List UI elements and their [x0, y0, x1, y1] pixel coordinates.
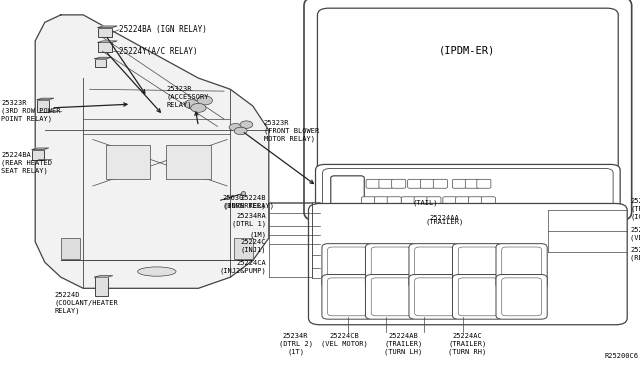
Polygon shape [35, 15, 269, 288]
Bar [234, 238, 253, 259]
Polygon shape [98, 26, 117, 28]
FancyBboxPatch shape [427, 197, 441, 206]
FancyBboxPatch shape [481, 197, 495, 206]
Polygon shape [37, 98, 54, 100]
Text: 25224B
(INVERTER): 25224B (INVERTER) [224, 195, 266, 209]
FancyBboxPatch shape [496, 275, 547, 319]
FancyBboxPatch shape [468, 197, 483, 206]
Circle shape [197, 96, 212, 105]
FancyBboxPatch shape [304, 0, 632, 221]
Text: 25323R
(3RD ROW POWER
POINT RELAY): 25323R (3RD ROW POWER POINT RELAY) [1, 100, 61, 122]
FancyBboxPatch shape [317, 8, 618, 176]
Text: 25224Y(A/C RELAY): 25224Y(A/C RELAY) [119, 47, 198, 56]
Bar [95, 277, 108, 296]
FancyBboxPatch shape [458, 247, 498, 285]
Bar [61, 238, 80, 259]
Polygon shape [95, 276, 113, 277]
FancyBboxPatch shape [420, 179, 435, 188]
Text: 25224A
(REV LAMP): 25224A (REV LAMP) [630, 247, 640, 262]
FancyBboxPatch shape [328, 247, 367, 285]
Text: 25224BA
(REAR HEATED
SEAT RELAY): 25224BA (REAR HEATED SEAT RELAY) [1, 152, 52, 174]
FancyBboxPatch shape [366, 179, 380, 188]
FancyBboxPatch shape [496, 244, 547, 288]
Text: 25224AB
(TRAILER)
(TURN LH): 25224AB (TRAILER) (TURN LH) [384, 333, 422, 355]
FancyBboxPatch shape [465, 179, 479, 188]
FancyBboxPatch shape [365, 244, 417, 288]
FancyBboxPatch shape [443, 197, 457, 206]
FancyBboxPatch shape [371, 278, 411, 316]
Bar [166, 145, 211, 179]
Text: 25224CB
(VEL MOTOR): 25224CB (VEL MOTOR) [321, 333, 368, 347]
Text: 25224AA: 25224AA [430, 215, 460, 221]
Text: 25630
(HORN RELAY): 25630 (HORN RELAY) [223, 195, 274, 209]
FancyBboxPatch shape [452, 179, 467, 188]
FancyBboxPatch shape [365, 275, 417, 319]
FancyBboxPatch shape [322, 275, 373, 319]
FancyBboxPatch shape [328, 278, 367, 316]
Polygon shape [98, 41, 117, 42]
Text: 25224AD
(TRAILER)
(IGN): 25224AD (TRAILER) (IGN) [630, 198, 640, 220]
FancyBboxPatch shape [387, 197, 401, 206]
FancyBboxPatch shape [409, 244, 460, 288]
Circle shape [184, 100, 200, 109]
FancyBboxPatch shape [362, 197, 376, 206]
Bar [32, 150, 44, 160]
Bar [37, 100, 49, 112]
Ellipse shape [138, 267, 176, 276]
FancyBboxPatch shape [322, 244, 373, 288]
FancyBboxPatch shape [323, 169, 613, 212]
Text: 25224C
(INJ1): 25224C (INJ1) [241, 238, 266, 253]
Text: 25323R
(FRONT BLOWER
MOTOR RELAY): 25323R (FRONT BLOWER MOTOR RELAY) [264, 120, 319, 142]
Polygon shape [95, 57, 111, 59]
Circle shape [191, 103, 206, 112]
FancyBboxPatch shape [452, 244, 504, 288]
FancyBboxPatch shape [331, 176, 364, 206]
FancyBboxPatch shape [392, 179, 406, 188]
FancyBboxPatch shape [333, 177, 362, 205]
Bar [98, 28, 112, 37]
FancyBboxPatch shape [401, 197, 415, 206]
Text: 25224AC
(TRAILER)
(TURN RH): 25224AC (TRAILER) (TURN RH) [448, 333, 486, 355]
Text: (1M): (1M) [249, 232, 266, 238]
FancyBboxPatch shape [502, 247, 541, 285]
FancyBboxPatch shape [456, 197, 470, 206]
Text: 25224CA
(INJ2&PUMP): 25224CA (INJ2&PUMP) [220, 260, 266, 274]
Bar [98, 42, 112, 52]
Text: (IPDM-ER): (IPDM-ER) [439, 45, 495, 55]
Text: 25224BA (IGN RELAY): 25224BA (IGN RELAY) [119, 25, 207, 34]
Bar [95, 59, 106, 67]
FancyBboxPatch shape [331, 176, 364, 206]
Text: 25224D
(COOLANT/HEATER
RELAY): 25224D (COOLANT/HEATER RELAY) [54, 292, 118, 314]
FancyBboxPatch shape [408, 179, 422, 188]
Circle shape [234, 127, 247, 135]
FancyBboxPatch shape [415, 247, 454, 285]
FancyBboxPatch shape [477, 179, 491, 188]
FancyBboxPatch shape [379, 179, 393, 188]
Polygon shape [32, 148, 49, 150]
Circle shape [229, 124, 242, 131]
Bar [106, 145, 150, 179]
Text: R25200C6: R25200C6 [605, 353, 639, 359]
FancyBboxPatch shape [415, 278, 454, 316]
FancyBboxPatch shape [414, 197, 428, 206]
Text: 25234R
(DTRL 2)
(1T): 25234R (DTRL 2) (1T) [278, 333, 313, 355]
Text: 25224F
(VDC STOP LAMP): 25224F (VDC STOP LAMP) [630, 227, 640, 241]
FancyBboxPatch shape [371, 247, 411, 285]
FancyBboxPatch shape [409, 275, 460, 319]
FancyBboxPatch shape [452, 275, 504, 319]
FancyBboxPatch shape [433, 179, 447, 188]
Text: (TRAILER): (TRAILER) [426, 218, 464, 225]
FancyBboxPatch shape [458, 278, 498, 316]
FancyBboxPatch shape [308, 203, 627, 325]
Text: 25323R
(ACCESSORY
RELAY): 25323R (ACCESSORY RELAY) [166, 86, 209, 109]
FancyBboxPatch shape [374, 197, 388, 206]
Text: 25234RA
(DTRL 1): 25234RA (DTRL 1) [232, 213, 266, 227]
FancyBboxPatch shape [502, 278, 541, 316]
Circle shape [240, 121, 253, 128]
Text: (TAIL): (TAIL) [413, 199, 438, 206]
FancyBboxPatch shape [316, 164, 620, 216]
